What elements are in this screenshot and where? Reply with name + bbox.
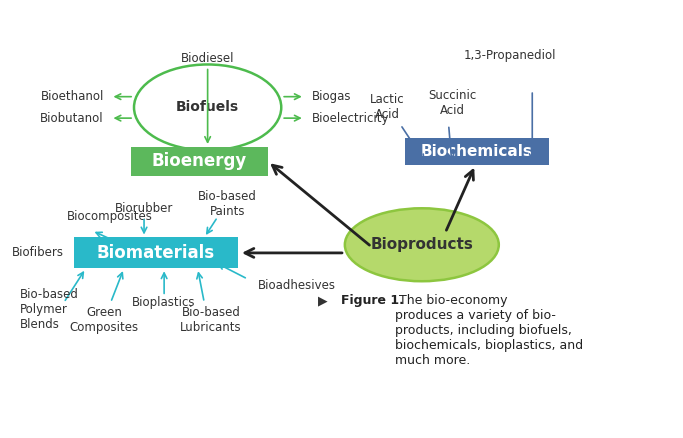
Text: Lactic
Acid: Lactic Acid [370,93,404,121]
Text: Biofibers: Biofibers [12,247,64,259]
Text: Biochemicals: Biochemicals [421,145,533,159]
Text: Bio-based
Polymer
Blends: Bio-based Polymer Blends [20,288,79,331]
Text: Biorubber: Biorubber [115,202,173,215]
Text: The bio-economy
produces a variety of bio-
products, including biofuels,
biochem: The bio-economy produces a variety of bi… [395,294,583,367]
Text: Bioplastics: Bioplastics [133,296,196,309]
Text: Bioelectricity: Bioelectricity [311,112,389,125]
Text: Bioadhesives: Bioadhesives [258,279,336,292]
Text: Biocomposites: Biocomposites [67,210,153,223]
Text: Biogas: Biogas [311,90,351,103]
FancyBboxPatch shape [130,147,268,176]
Text: Biofuels: Biofuels [176,100,239,114]
FancyBboxPatch shape [74,237,238,268]
Text: Bioproducts: Bioproducts [370,237,473,252]
Text: Biobutanol: Biobutanol [40,112,104,125]
Text: Bioethanol: Bioethanol [40,90,104,103]
Text: Figure 1.: Figure 1. [342,294,404,307]
Ellipse shape [134,64,281,150]
Text: Bio-based
Paints: Bio-based Paints [198,190,257,218]
Text: Biomaterials: Biomaterials [97,244,215,262]
Text: ▶: ▶ [318,294,328,307]
Text: Succinic
Acid: Succinic Acid [428,89,476,117]
Text: 1,3-Propanediol: 1,3-Propanediol [463,49,556,62]
Text: Green
Composites: Green Composites [69,306,139,334]
Ellipse shape [345,208,499,281]
Text: Bio-based
Lubricants: Bio-based Lubricants [180,306,242,334]
Text: Bioenergy: Bioenergy [152,152,247,170]
FancyBboxPatch shape [405,138,549,166]
Text: Biodiesel: Biodiesel [181,52,234,64]
